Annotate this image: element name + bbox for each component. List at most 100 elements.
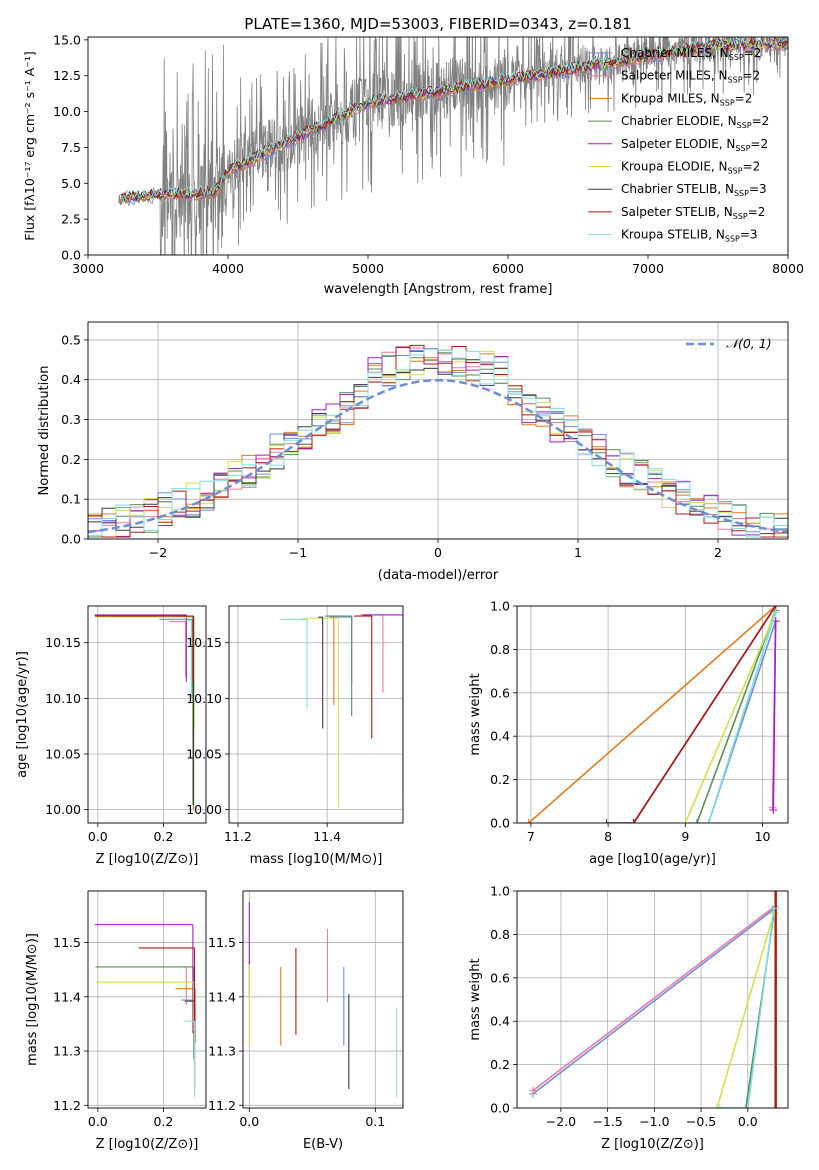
x-tick-label: 1	[574, 545, 582, 560]
x-tick-label: 0.0	[239, 1114, 259, 1129]
y-tick-label: 11.5	[53, 935, 81, 950]
y-tick-label: 11.3	[53, 1044, 81, 1059]
y-tick-label: 0.2	[61, 452, 81, 467]
y-tick-label: 0.8	[490, 642, 510, 657]
legend-label: Chabrier STELIB, NSSP=3	[621, 182, 767, 198]
y-tick-label: 0.6	[490, 685, 510, 700]
y-tick-label: 10.05	[186, 747, 222, 762]
legend-label: Chabrier MILES, NSSP=2	[621, 46, 761, 62]
mass-vs-ebv-panel: 0.0 0.1 11.2 11.3 11.4 11.5 E(B-V)	[208, 890, 404, 1152]
weight-marker	[771, 891, 780, 895]
weight-line	[716, 912, 775, 1108]
x-tick-label: 9	[681, 829, 689, 844]
x-tick-label: 0.2	[153, 829, 173, 844]
figure-title: PLATE=1360, MJD=53003, FIBERID=0343, z=0…	[244, 15, 631, 33]
y-tick-label: 7.5	[61, 140, 81, 155]
y-tick-label: 11.4	[53, 989, 81, 1004]
weight-marker	[704, 819, 713, 823]
axes-frame	[228, 605, 404, 824]
y-tick-label: 11.2	[53, 1098, 81, 1113]
legend-label: Kroupa ELODIE, NSSP=2	[621, 160, 760, 176]
axes-frame	[516, 890, 789, 1109]
x-tick-label: 0.0	[88, 1114, 108, 1129]
histogram-step	[88, 348, 788, 538]
x-axis-label: Z [log10(Z/Z⊙)]	[96, 1137, 199, 1152]
weight-marker	[712, 1104, 721, 1108]
weight-marker	[681, 819, 690, 823]
axes-frame	[87, 36, 789, 256]
spectrum-lines	[118, 37, 788, 255]
y-tick-label: 10.05	[45, 747, 81, 762]
y-tick-label: 0.4	[490, 1014, 510, 1029]
error-bars	[94, 924, 196, 1098]
legend-label: Salpeter MILES, NSSP=2	[621, 69, 760, 85]
weight-line	[707, 612, 777, 823]
weight-line	[632, 606, 777, 823]
weight-marker	[743, 1104, 752, 1108]
error-bars	[280, 614, 403, 808]
y-tick-label: 0.0	[61, 532, 81, 547]
axes-frame	[87, 321, 789, 540]
weight-line	[772, 621, 777, 811]
weight-marker	[524, 819, 533, 823]
axes-frame	[516, 605, 789, 824]
weight-vs-z-panel: −2.0 −1.5 −1.0 −0.5 0.0 0.0 0.2 0.4 0.6 0.8 1.0 Z […	[468, 884, 789, 1152]
y-tick-label: 10.10	[45, 691, 81, 706]
y-tick-label: 0.1	[61, 492, 81, 507]
residual-histogram-panel: −2 −1 0 1 2 0.0 0.1 0.2 0.3 0.4 0.5 𝒩(0, 1) (data-mo…	[37, 321, 789, 583]
x-tick-label: −1.5	[592, 1114, 622, 1129]
weight-vs-age-panel: 7 8 9 10 0.0 0.2 0.4 0.6 0.8 1.0 age [log10(age/yr…	[468, 599, 789, 867]
y-tick-label: 11.5	[208, 935, 236, 950]
axes-frame	[242, 890, 404, 1109]
weight-marker	[629, 819, 638, 823]
y-tick-label: 10.15	[186, 635, 222, 650]
x-axis-label: mass [log10(M/M⊙)]	[250, 852, 383, 867]
x-tick-label: −0.5	[686, 1114, 716, 1129]
y-tick-label: 0.0	[490, 816, 510, 831]
y-tick-label: 10.0	[53, 104, 81, 119]
spectrum-panel: 3000 4000 5000 6000 7000 8000 0.0 2.5 5.0 7.5 10.0…	[22, 32, 804, 297]
x-tick-label: 4000	[212, 261, 244, 276]
x-tick-label: −1.0	[639, 1114, 669, 1129]
weight-marker	[771, 608, 780, 617]
y-tick-label: 10.00	[186, 802, 222, 817]
weight-line	[606, 606, 777, 823]
weight-marker	[771, 1104, 780, 1108]
histograms	[88, 344, 788, 538]
y-axis-label: Flux [fλ10⁻¹⁷ erg cm⁻² s⁻¹ A⁻¹]	[22, 51, 37, 240]
weight-line	[696, 610, 777, 823]
y-tick-label: 0.0	[61, 248, 81, 263]
y-tick-label: 11.4	[208, 989, 236, 1004]
y-tick-label: 0.4	[490, 729, 510, 744]
axes-frame	[87, 605, 207, 824]
x-tick-label: 10	[755, 829, 771, 844]
x-tick-label: 5000	[352, 261, 384, 276]
x-tick-label: −2.0	[546, 1114, 576, 1129]
y-tick-label: 1.0	[490, 599, 510, 614]
y-tick-label: 0.2	[490, 772, 510, 787]
weight-marker	[769, 904, 778, 913]
x-tick-label: 0	[434, 545, 442, 560]
x-axis-label: age [log10(age/yr)]	[589, 852, 716, 867]
error-bars	[248, 901, 398, 1098]
x-tick-label: 11.4	[313, 829, 341, 844]
x-tick-label: 6000	[492, 261, 524, 276]
y-tick-label: 15.0	[53, 32, 81, 47]
weight-marker	[715, 1104, 724, 1108]
weight-lines	[524, 606, 780, 823]
y-axis-label: Normed distribution	[37, 366, 52, 496]
age-vs-z-panel: 0.0 0.2 10.00 10.05 10.10 10.15 Z [log10(Z/Z⊙)…	[15, 605, 207, 867]
y-tick-label: 0.5	[61, 332, 81, 347]
x-axis-label: (data-model)/error	[378, 568, 499, 583]
weight-marker	[602, 819, 611, 823]
weight-marker	[741, 1104, 750, 1108]
histogram-step	[88, 344, 788, 538]
weight-line	[532, 907, 776, 1095]
age-vs-mass-panel: 11.2 11.4 10.00 10.05 10.10 10.15 mass [log10(…	[186, 605, 404, 867]
x-tick-label: 11.2	[224, 829, 252, 844]
y-axis-label: age [log10(age/yr)]	[15, 651, 30, 778]
error-bars	[94, 614, 195, 810]
y-tick-label: 0.3	[61, 412, 81, 427]
x-axis-label: wavelength [Angstrom, rest frame]	[324, 282, 553, 297]
